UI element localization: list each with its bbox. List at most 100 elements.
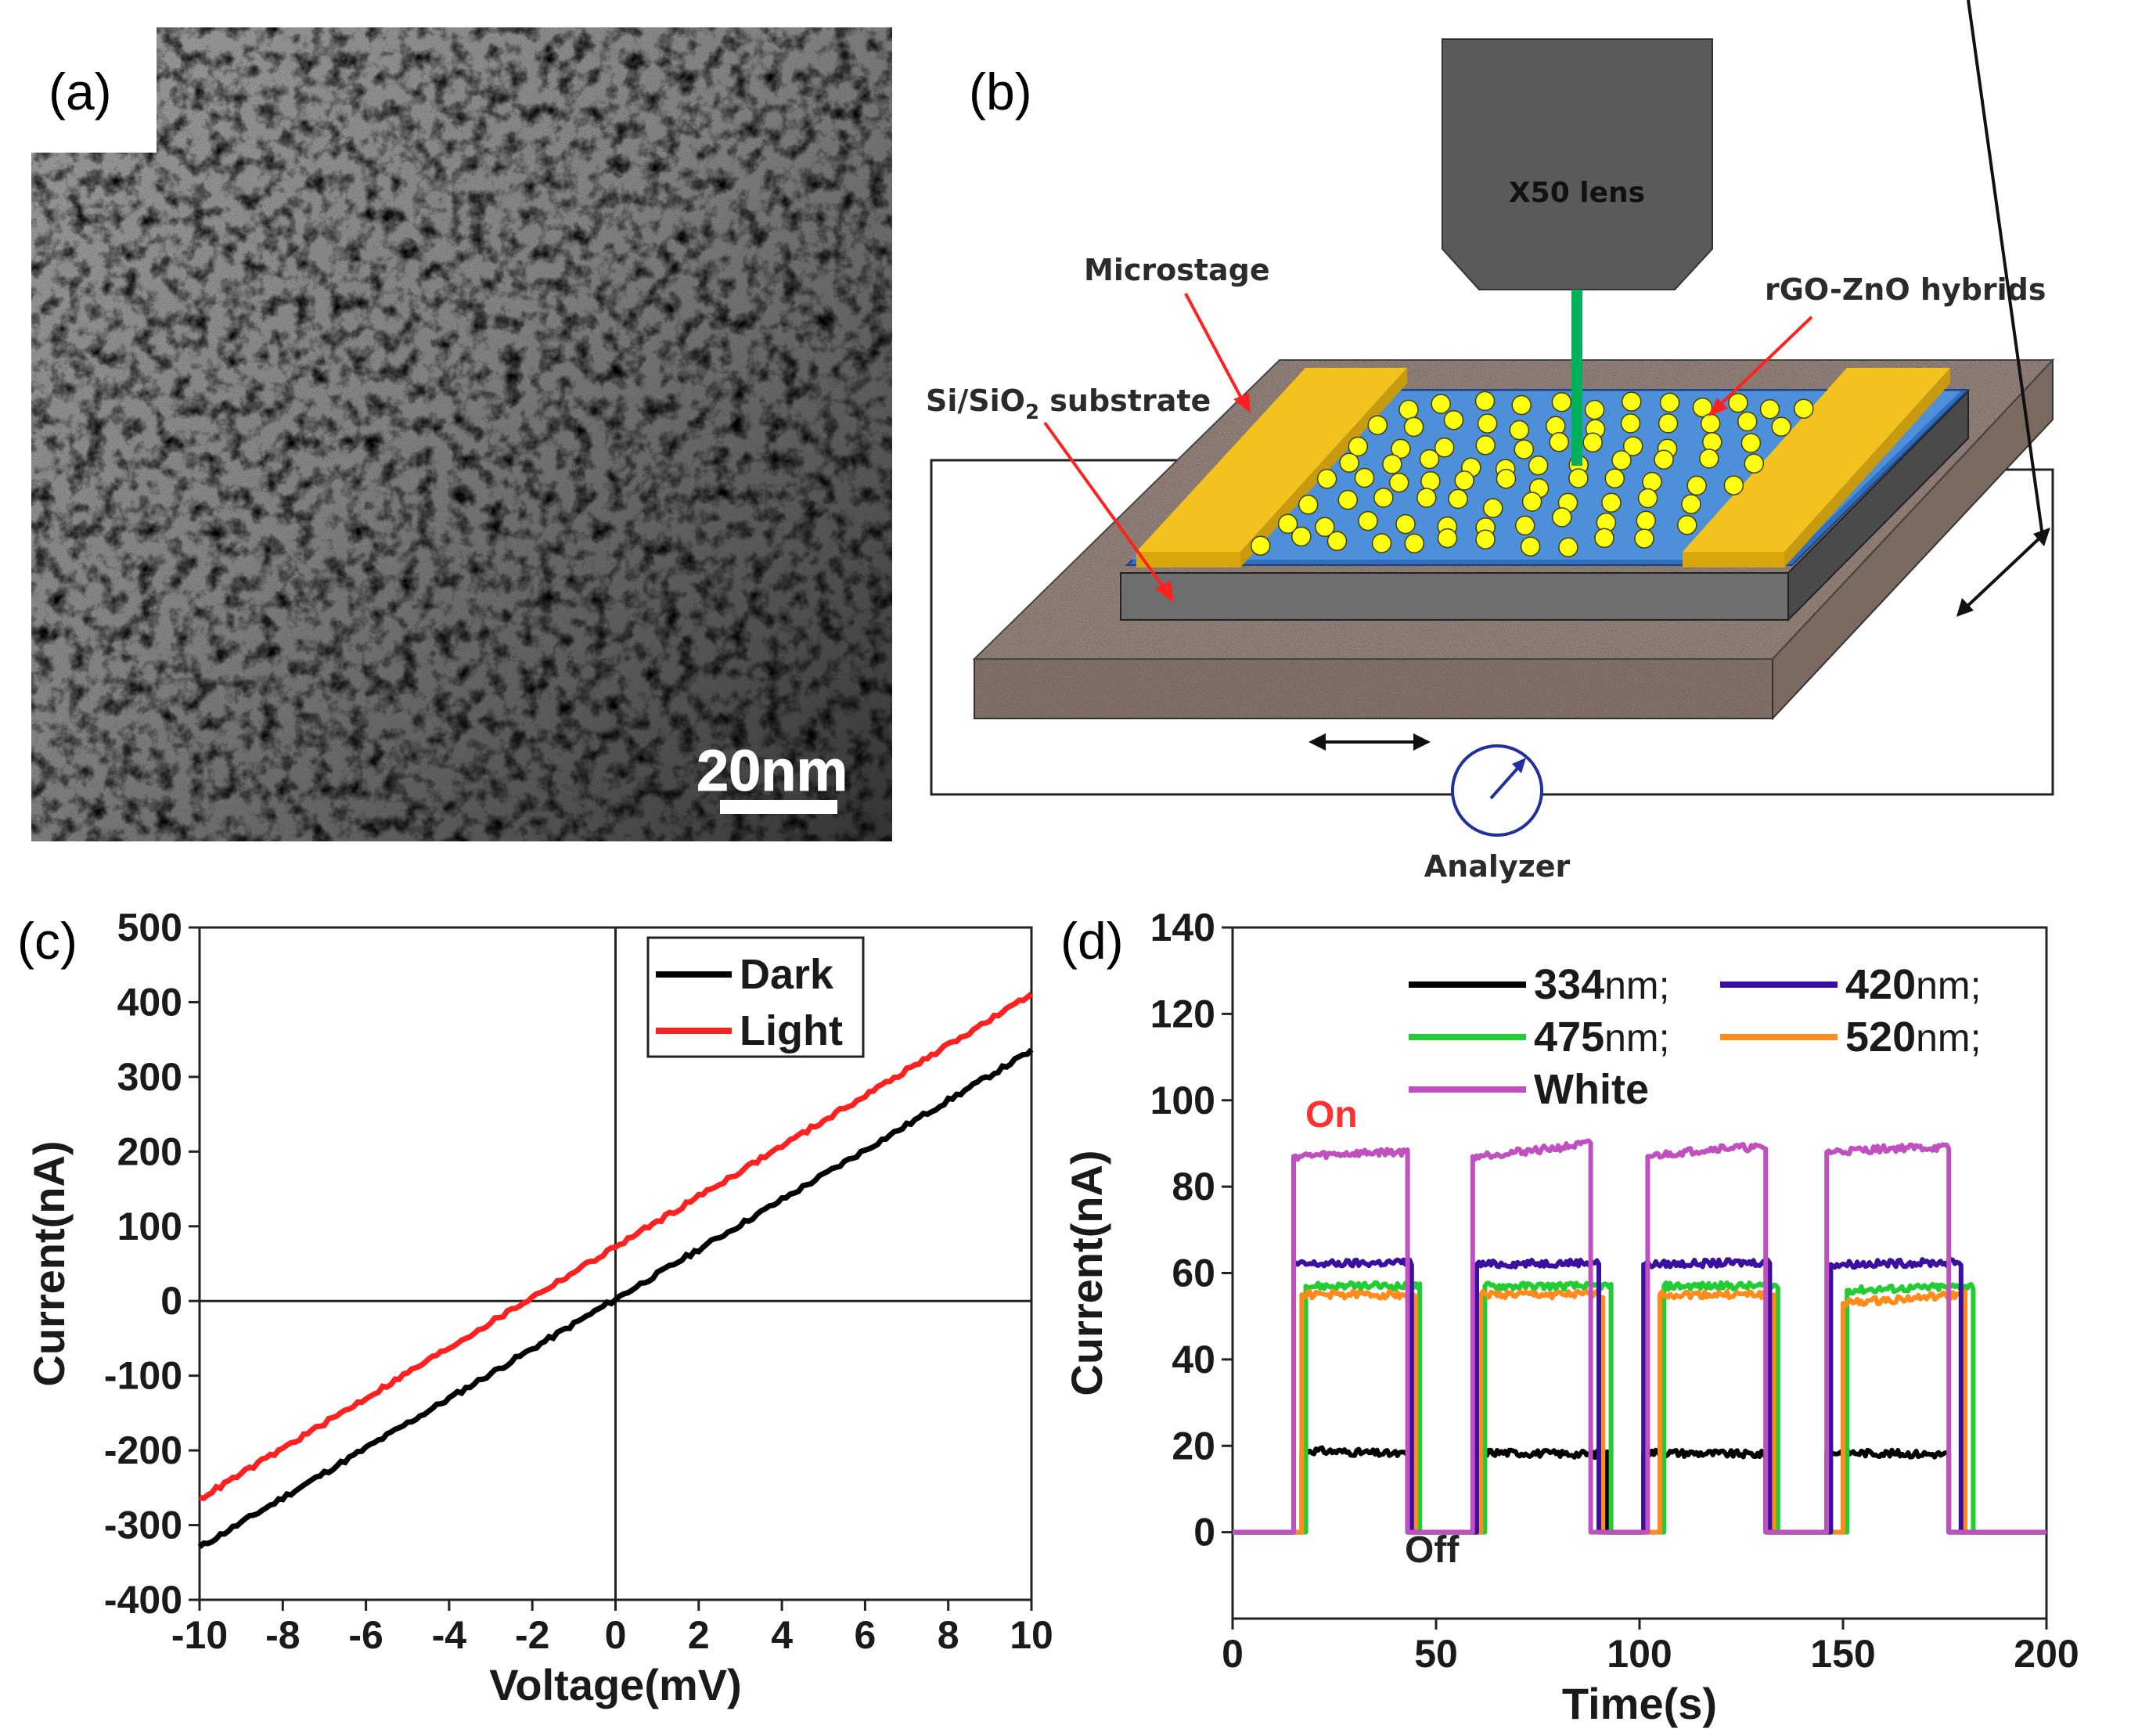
x-tick-label: -8	[265, 1613, 300, 1657]
nanoparticle	[1584, 399, 1605, 420]
nanoparticle	[1737, 411, 1758, 432]
nanoparticle	[1454, 470, 1474, 491]
substrate-side	[1787, 389, 1969, 622]
nanoparticle	[1477, 413, 1498, 434]
legend-unit: nm;	[1916, 963, 1981, 1007]
y-tick-label: -400	[104, 1578, 182, 1622]
nanoparticle	[1677, 515, 1697, 535]
microstage-arrow	[1184, 293, 1246, 405]
nanoparticle	[1416, 488, 1437, 508]
substrate-label: Si/SiO2 substrate	[926, 384, 1211, 424]
on-label: On	[1305, 1094, 1358, 1136]
substrate-front	[1120, 572, 1789, 621]
legend-label: 475nm;	[1534, 1014, 1669, 1061]
nanoparticle	[1520, 536, 1541, 556]
x-tick-label: 0	[1222, 1632, 1244, 1676]
nanoparticle	[1391, 438, 1411, 459]
motion-arrow-x-head-left	[1308, 733, 1326, 751]
y-axis-title: Current(nA)	[1062, 1150, 1111, 1396]
nanoparticle	[1316, 469, 1337, 489]
x-tick-label: 6	[854, 1613, 876, 1657]
nanoparticle	[1514, 515, 1535, 536]
nanoparticle	[1728, 392, 1748, 413]
y-axis-title: Current(nA)	[24, 1140, 74, 1386]
nanoparticle	[1622, 436, 1643, 456]
y-tick-label: 300	[117, 1055, 182, 1099]
y-tick-label: 80	[1172, 1165, 1215, 1208]
x-axis-title: Time(s)	[1562, 1679, 1717, 1728]
nanoparticle	[1475, 435, 1496, 456]
x-tick-label: -6	[348, 1613, 383, 1657]
nanoparticle	[1700, 413, 1721, 434]
nanoparticle	[1337, 489, 1359, 510]
y-tick-label: -200	[104, 1428, 182, 1472]
nanoparticle	[1594, 528, 1614, 549]
nanoparticle	[1437, 528, 1458, 549]
microstage-front-texture	[974, 659, 1773, 719]
nanoparticle	[1482, 498, 1503, 518]
nanoparticle	[1658, 413, 1679, 434]
nanoparticle	[1348, 436, 1369, 457]
nanoparticle	[1420, 471, 1441, 492]
x-tick-label: -2	[515, 1613, 549, 1657]
y-tick-label: 0	[160, 1279, 182, 1323]
x-tick-label: 150	[1810, 1632, 1875, 1676]
electrode-left-front	[1136, 552, 1240, 567]
nanoparticle	[1277, 513, 1298, 535]
nanoparticle	[1604, 468, 1625, 489]
nanoparticle	[1654, 449, 1674, 470]
nanoparticle	[1611, 450, 1632, 470]
nanoparticle	[1681, 494, 1701, 514]
hybrids-arrow	[1716, 315, 1813, 409]
x-tick-label: 2	[688, 1613, 710, 1657]
x-axis-title: Voltage(mV)	[489, 1660, 742, 1709]
nanoparticle	[1552, 507, 1572, 528]
nanoparticle	[1434, 438, 1455, 458]
nanoparticle	[1367, 415, 1388, 435]
x-tick-label: 50	[1414, 1632, 1458, 1676]
laser-beam	[1571, 290, 1582, 466]
substrate-arrow-head	[1155, 581, 1174, 603]
series-line-475	[1232, 1280, 2047, 1535]
x-tick-label: 100	[1607, 1632, 1672, 1676]
nanoparticle	[1298, 495, 1319, 515]
scale-bar	[720, 800, 837, 814]
legend-label: Dark	[740, 951, 834, 998]
y-tick-label: -300	[104, 1504, 182, 1547]
x-tick-label: 200	[2014, 1632, 2079, 1676]
y-tick-label: 40	[1172, 1338, 1215, 1381]
y-tick-label: 200	[117, 1129, 182, 1173]
nanoparticle	[1474, 391, 1496, 412]
scale-bar-label: 20nm	[697, 738, 848, 803]
microstage-arrow-head	[1233, 393, 1251, 413]
nanoparticle	[1601, 492, 1622, 513]
nanoparticle	[1315, 517, 1335, 538]
legend-unit: nm;	[1604, 963, 1669, 1007]
substrate-arrow	[1043, 421, 1168, 592]
nanoparticle	[1443, 409, 1464, 430]
x-tick-label: -10	[171, 1613, 228, 1657]
nanoparticle	[1699, 448, 1719, 469]
nanoparticle	[1403, 416, 1424, 438]
nanoparticle	[1558, 537, 1578, 558]
nanoparticle	[1382, 454, 1402, 474]
motion-arrow-x-head-right	[1413, 733, 1431, 751]
hybrids-arrow-head	[1708, 398, 1728, 416]
legend-label: 334nm;	[1534, 961, 1669, 1008]
panel-c: (c) -10 -8 -6 -4 -2 0 2 4 6 8 10 -400 -300 -200 -100 0 1…	[17, 906, 1053, 1709]
motion-arrow-y-head-b	[2033, 528, 2050, 546]
circuit-wire	[930, 459, 1454, 796]
electrode-left-top	[1136, 368, 1407, 552]
nanoparticle	[1496, 468, 1517, 489]
series-line-light	[199, 992, 1034, 1502]
legend-unit: nm;	[1916, 1016, 1981, 1060]
series-line-520	[1232, 1288, 2047, 1535]
y-tick-label: 60	[1172, 1252, 1215, 1295]
panel-b: (b) X50 lens Microstage S	[926, 0, 2055, 884]
nanoparticle	[1621, 391, 1642, 412]
time-response-chart: 0 50 100 150 200 0 20 40 60 80 100 120 140 Time(s) Cur…	[1062, 906, 2079, 1728]
y-tick-label: 100	[1150, 1079, 1215, 1122]
nanoparticle-group	[1250, 391, 1814, 558]
microstage-label: Microstage	[1084, 253, 1270, 287]
